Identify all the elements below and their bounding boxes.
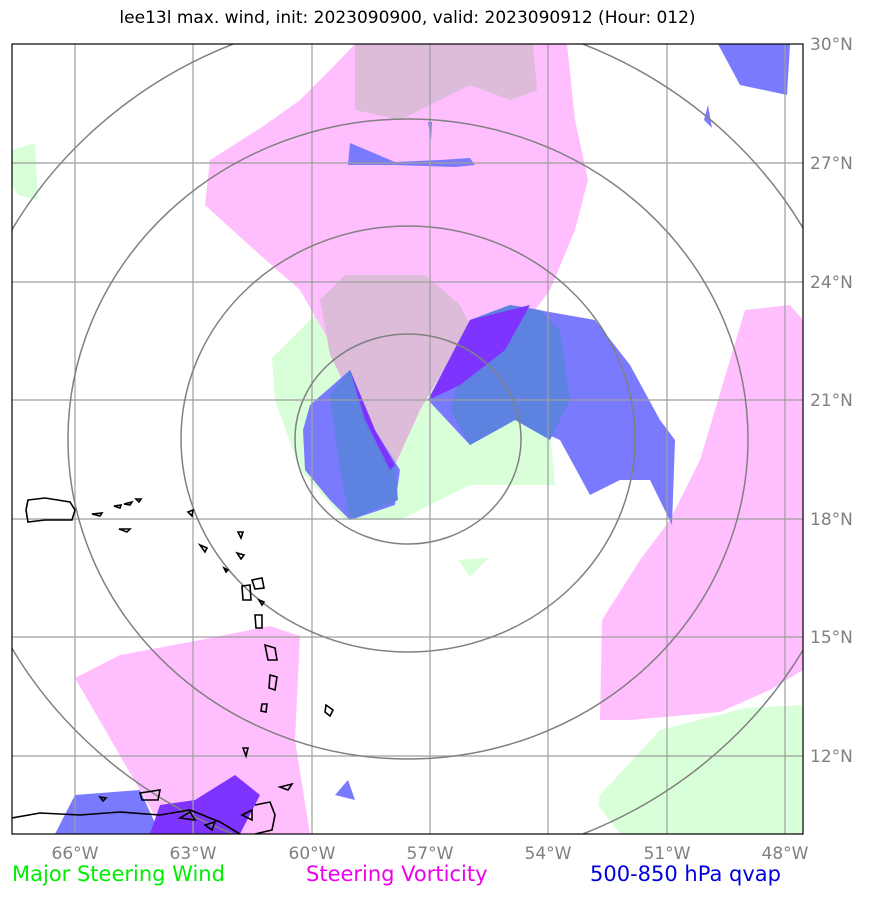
- lat-tick-label: 21°N: [810, 391, 853, 411]
- legend-steering-wind: Major Steering Wind: [12, 862, 225, 886]
- coastlines: [12, 497, 335, 834]
- lon-tick-label: 54°W: [525, 844, 572, 864]
- lat-lon-grid: [12, 44, 803, 834]
- lon-tick-label: 51°W: [644, 844, 691, 864]
- lon-tick-label: 60°W: [289, 844, 336, 864]
- overlap-areas: [320, 44, 537, 465]
- lat-tick-label: 27°N: [810, 154, 853, 174]
- lon-tick-label: 57°W: [407, 844, 454, 864]
- lat-tick-label: 18°N: [810, 510, 853, 530]
- lon-tick-labels: 66°W 63°W 60°W 57°W 54°W 51°W 48°W: [52, 844, 809, 864]
- island-puerto-rico: [25, 497, 76, 523]
- legend-qvap: 500-850 hPa qvap: [590, 862, 781, 886]
- lat-tick-label: 12°N: [810, 747, 853, 767]
- map-field-layers: [12, 44, 803, 834]
- steering-vorticity-areas: [75, 44, 803, 834]
- legend-steering-vorticity: Steering Vorticity: [306, 862, 488, 886]
- map-title: lee13l max. wind, init: 2023090900, vali…: [119, 8, 696, 28]
- map-frame: [11, 43, 804, 835]
- qvap-strong-areas: [150, 305, 530, 834]
- lat-tick-label: 15°N: [810, 628, 853, 648]
- lon-tick-label: 48°W: [762, 844, 809, 864]
- lat-tick-labels: 30°N 27°N 24°N 21°N 18°N 15°N 12°N: [810, 35, 853, 767]
- lat-tick-label: 24°N: [810, 273, 853, 293]
- distance-rings: [12, 44, 803, 834]
- lat-tick-label: 30°N: [810, 35, 853, 55]
- lon-tick-label: 66°W: [52, 844, 99, 864]
- lon-tick-label: 63°W: [170, 844, 217, 864]
